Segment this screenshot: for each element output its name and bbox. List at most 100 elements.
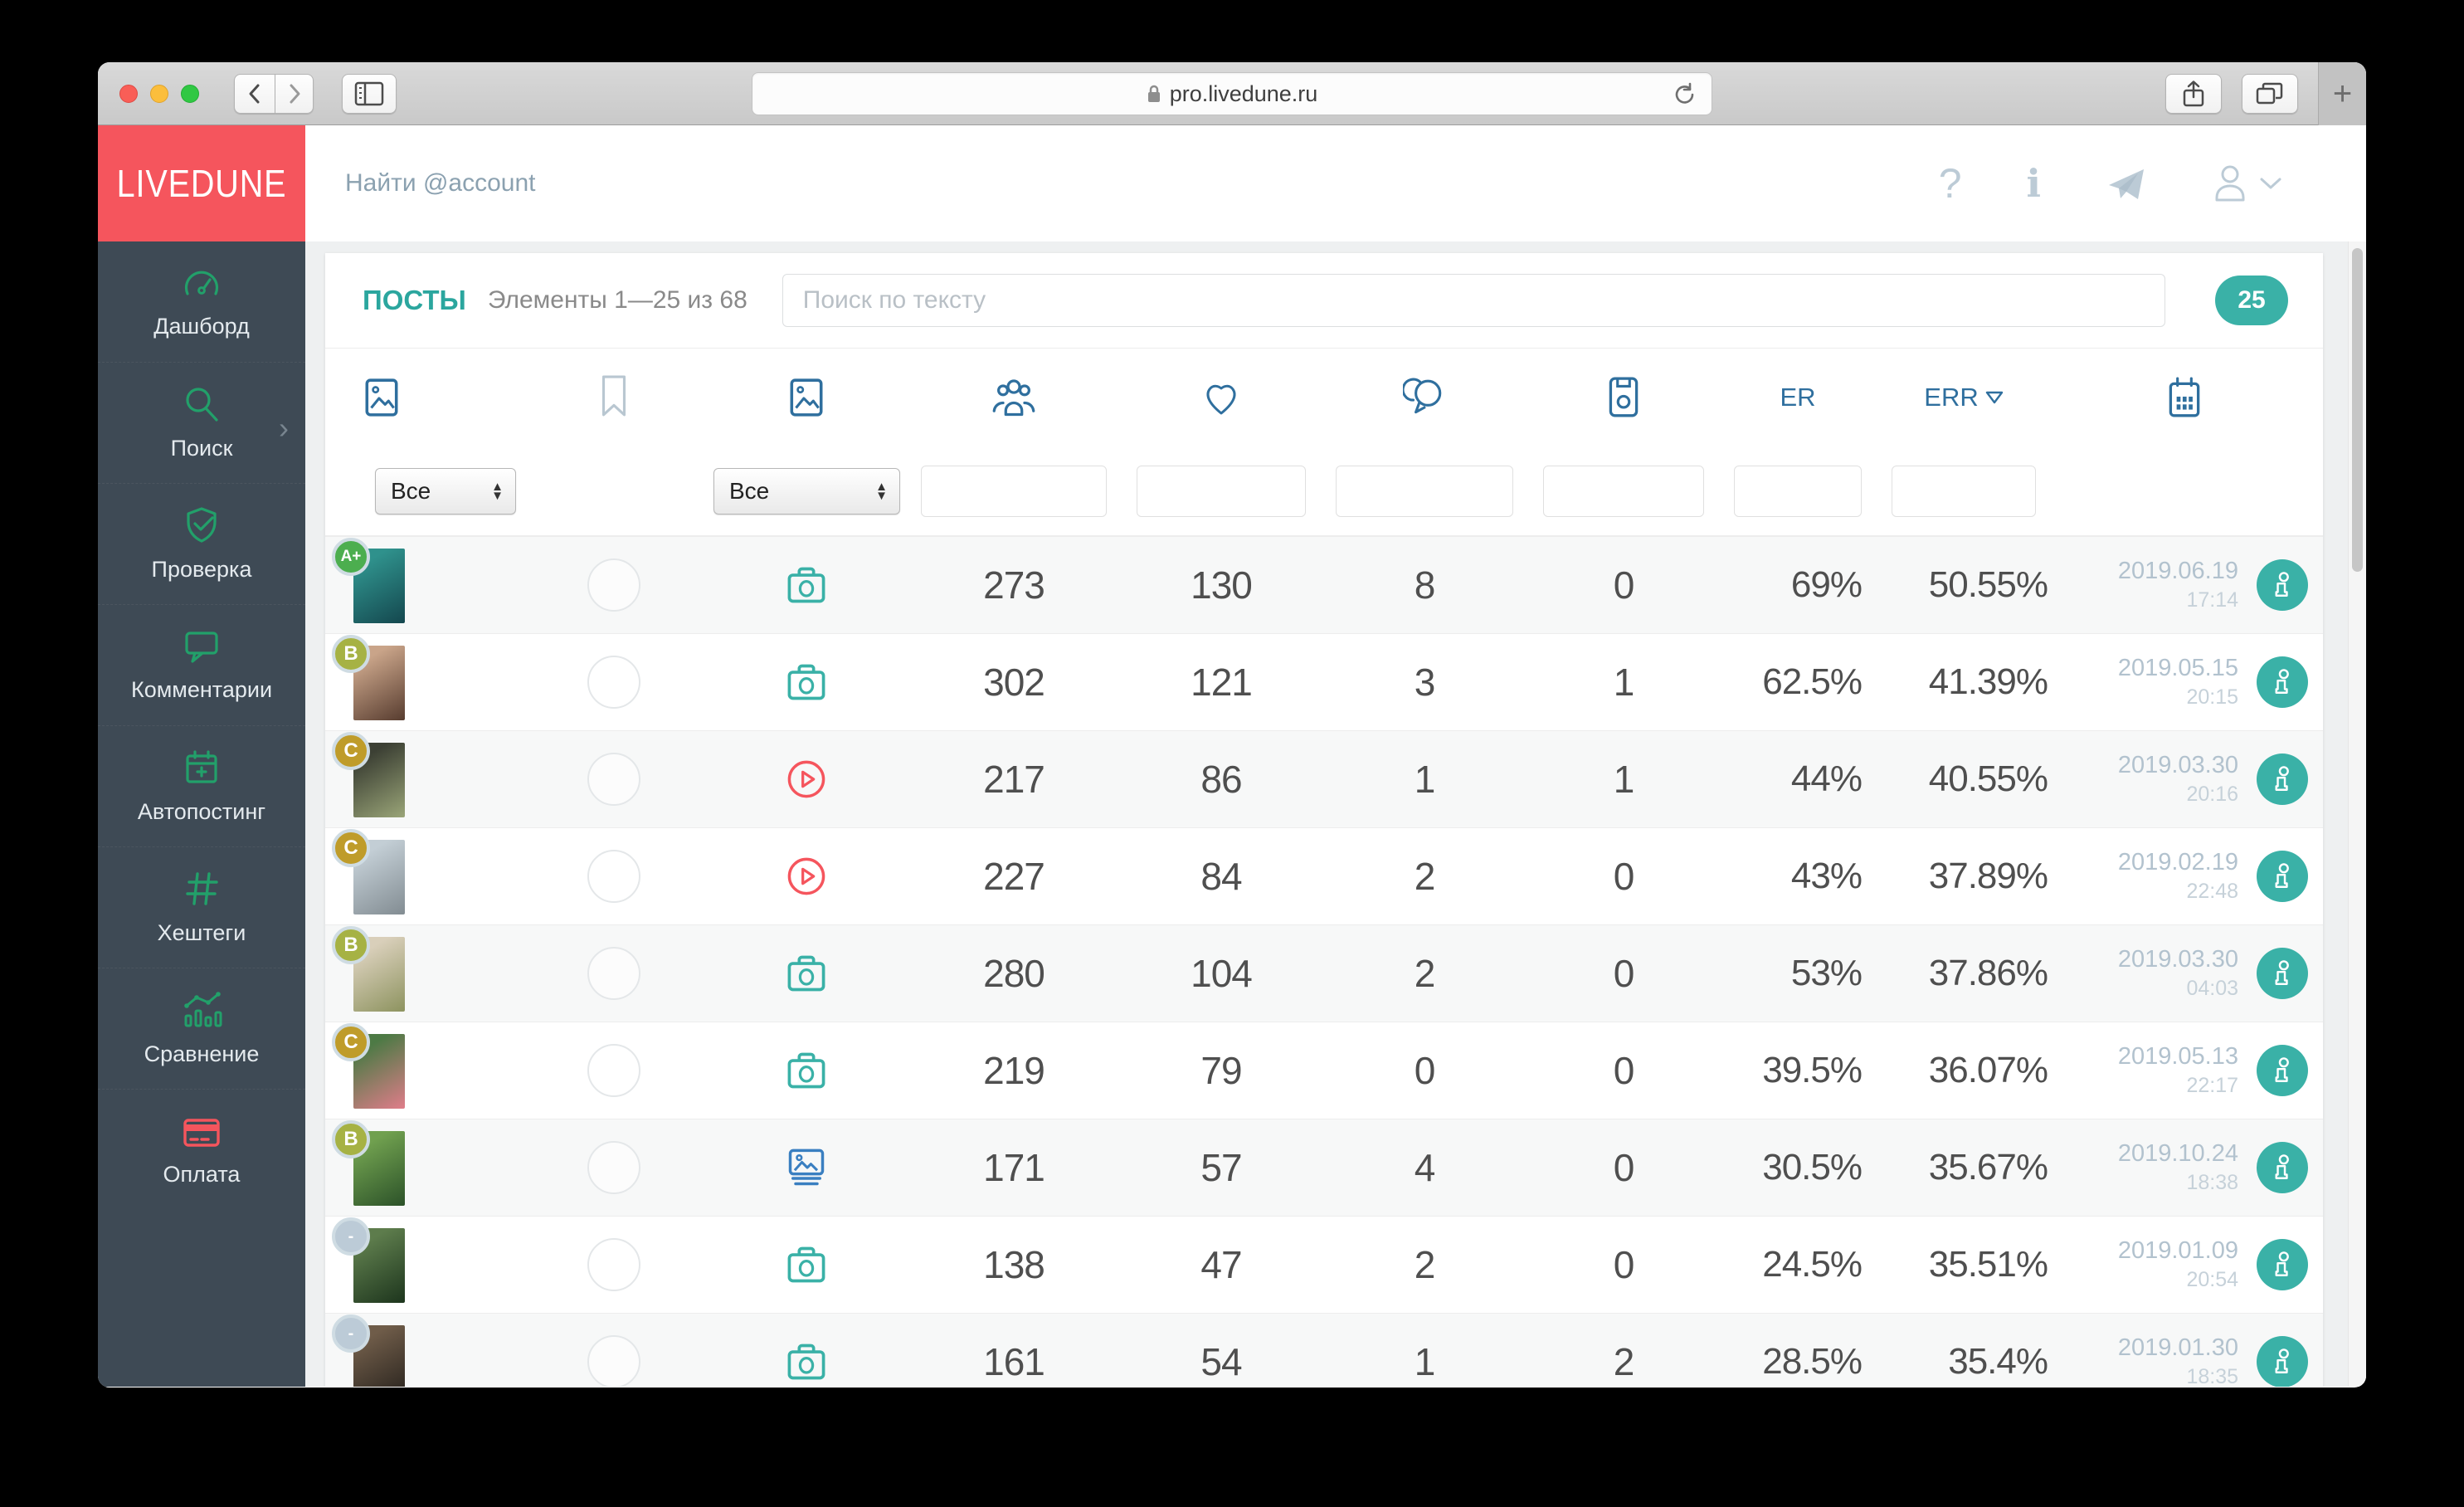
per-page-badge[interactable]: 25 (2215, 276, 2288, 325)
scrollbar-thumb[interactable] (2352, 248, 2363, 572)
posts-panel: ПОСТЫ Элементы 1—25 из 68 25 (325, 253, 2323, 1387)
media-type-column-icon[interactable] (787, 377, 825, 418)
saves-value: 0 (1613, 563, 1635, 607)
sidebar-item-autoposting[interactable]: Автопостинг (98, 726, 305, 847)
err-column-header[interactable]: ERR (1877, 383, 2051, 412)
post-stats-icon (2275, 863, 2289, 888)
credit-card-icon (183, 1118, 220, 1147)
post-stats-button[interactable] (2257, 656, 2308, 708)
sidebar-item-label: Оплата (163, 1161, 241, 1187)
filter-input-saves[interactable] (1543, 465, 1704, 517)
photo-media-icon (787, 1344, 825, 1380)
audience-value: 227 (983, 855, 1045, 898)
livedune-logo[interactable]: LIVEDUNE (98, 125, 305, 241)
reload-icon[interactable] (1672, 81, 1698, 108)
user-menu[interactable] (2212, 163, 2283, 203)
text-search-input[interactable] (782, 274, 2165, 327)
sidebar-item-comments[interactable]: Комментарии (98, 605, 305, 726)
grade-badge: C (332, 829, 370, 867)
likes-column-icon[interactable] (1201, 378, 1241, 417)
minimize-button[interactable] (150, 84, 168, 103)
grade-badge: A+ (332, 538, 370, 576)
er-value: 43% (1790, 856, 1863, 896)
comments-column-icon[interactable] (1403, 377, 1446, 418)
likes-value: 130 (1191, 563, 1253, 607)
post-stats-button[interactable] (2257, 559, 2308, 611)
lock-icon (1147, 85, 1160, 102)
sidebar-item-check[interactable]: Проверка (98, 484, 305, 605)
saves-column-icon[interactable] (1606, 376, 1641, 419)
forward-button[interactable] (275, 73, 314, 114)
account-search-input[interactable]: Найти @account (345, 169, 536, 197)
err-value: 36.07% (1928, 1050, 2048, 1090)
grade-badge: C (332, 732, 370, 770)
select-post-radio[interactable] (587, 656, 640, 709)
post-date: 2019.03.30 (2117, 752, 2238, 778)
likes-value: 86 (1200, 758, 1242, 801)
er-value: 69% (1790, 564, 1863, 605)
sidebar-toggle-button[interactable] (342, 73, 397, 114)
comments-value: 4 (1414, 1146, 1436, 1189)
select-post-radio[interactable] (587, 558, 640, 612)
audience-column-icon[interactable] (991, 377, 1036, 418)
photo-media-icon (787, 1052, 825, 1089)
hashtag-icon (186, 872, 218, 905)
type-filter-select[interactable]: Все ▲ ▼ (375, 467, 516, 515)
select-post-radio[interactable] (587, 753, 640, 806)
sidebar-item-payment[interactable]: Оплата (98, 1090, 305, 1211)
filter-input-likes[interactable] (1137, 465, 1306, 517)
items-range: Элементы 1—25 из 68 (487, 286, 747, 314)
telegram-icon[interactable] (2106, 165, 2147, 202)
sidebar-item-compare[interactable]: Сравнение (98, 968, 305, 1090)
post-stats-button[interactable] (2257, 1336, 2308, 1387)
post-stats-button[interactable] (2257, 948, 2308, 999)
window-controls (119, 84, 199, 103)
sidebar-item-label: Поиск (170, 436, 233, 461)
post-stats-button[interactable] (2257, 851, 2308, 902)
posts-header: ПОСТЫ Элементы 1—25 из 68 25 (325, 253, 2323, 349)
calendar-column-icon[interactable] (2167, 376, 2202, 419)
sidebar-item-hashtags[interactable]: Хештеги (98, 847, 305, 968)
err-value: 40.55% (1928, 758, 2048, 799)
bookmark-column-icon[interactable] (599, 374, 629, 417)
er-column-header[interactable]: ER (1780, 383, 1816, 412)
filter-input-er[interactable] (1734, 465, 1862, 517)
select-post-radio[interactable] (587, 850, 640, 903)
share-icon (2183, 80, 2204, 107)
select-post-radio[interactable] (587, 1335, 640, 1387)
info-icon[interactable]: i (2026, 161, 2041, 206)
help-icon[interactable]: ? (1938, 160, 1962, 207)
tabs-overview-button[interactable] (2242, 74, 2298, 114)
zoom-button[interactable] (181, 84, 199, 103)
filter-input-err[interactable] (1892, 465, 2036, 517)
select-post-radio[interactable] (587, 1141, 640, 1194)
audience-value: 138 (983, 1243, 1045, 1286)
filter-input-audience[interactable] (921, 465, 1107, 517)
back-button[interactable] (234, 73, 275, 114)
post-stats-button[interactable] (2257, 1045, 2308, 1096)
select-post-radio[interactable] (587, 1238, 640, 1291)
err-value: 37.86% (1928, 953, 2048, 993)
new-tab-button[interactable]: + (2318, 62, 2366, 125)
chevron-right-icon (290, 84, 299, 103)
post-image-column-icon[interactable] (363, 377, 401, 418)
select-post-radio[interactable] (587, 1044, 640, 1097)
filter-input-comments[interactable] (1336, 465, 1513, 517)
post-stats-button[interactable] (2257, 754, 2308, 805)
grade-badge: C (332, 1023, 370, 1061)
close-button[interactable] (119, 84, 138, 103)
media-filter-select[interactable]: Все ▲ ▼ (713, 467, 900, 515)
url-bar[interactable]: pro.livedune.ru (752, 72, 1712, 115)
select-post-radio[interactable] (587, 947, 640, 1000)
sidebar-item-dashboard[interactable]: Дашборд (98, 241, 305, 363)
comments-value: 3 (1414, 661, 1436, 704)
scrollbar[interactable] (2348, 241, 2366, 1387)
share-button[interactable] (2165, 74, 2222, 114)
sidebar-item-search[interactable]: Поиск › (98, 363, 305, 484)
comments-value: 2 (1414, 952, 1436, 995)
post-time: 22:48 (2186, 880, 2238, 903)
comments-value: 1 (1414, 1340, 1436, 1383)
photo-media-icon (787, 567, 825, 603)
post-stats-button[interactable] (2257, 1239, 2308, 1290)
post-stats-button[interactable] (2257, 1142, 2308, 1193)
